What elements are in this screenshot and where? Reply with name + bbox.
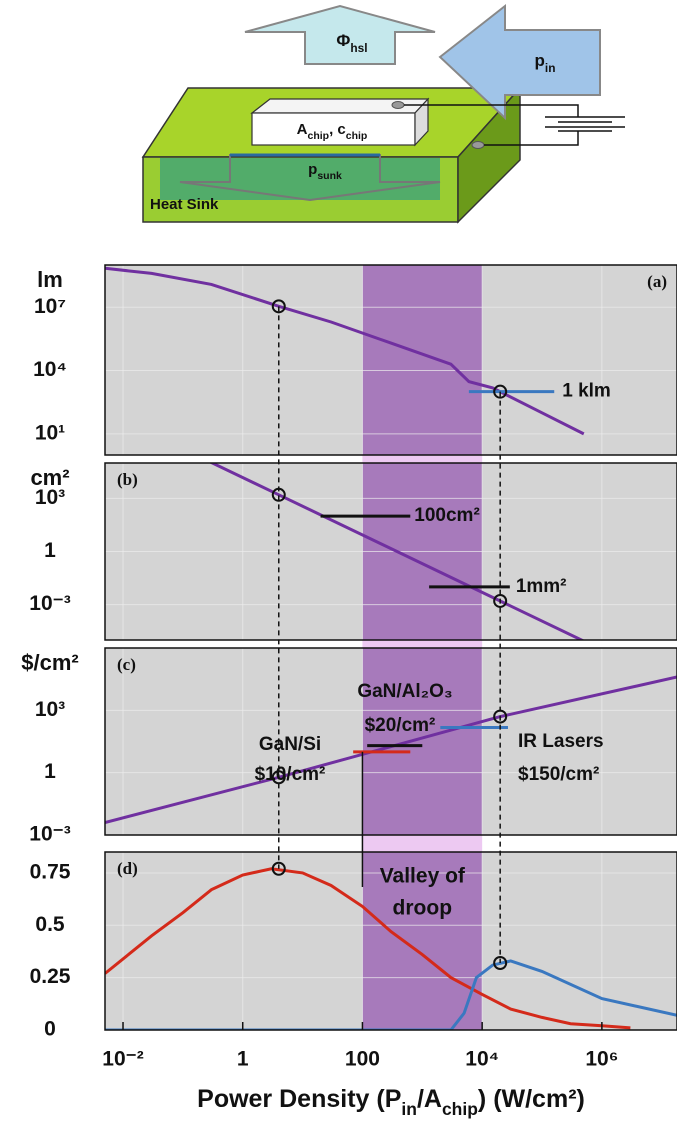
y-tick-label: 0.75 [30, 860, 71, 883]
sunk-region [160, 158, 440, 200]
y-tick-label: 10¹ [35, 421, 65, 444]
band-label: droop [393, 897, 452, 920]
annotation-value: $20/cm² [365, 715, 436, 736]
panel-label: (d) [117, 859, 138, 878]
annotation-name: IR Lasers [518, 731, 604, 752]
band-label: Valley of [380, 865, 466, 888]
y-tick-label: 0.5 [35, 913, 65, 936]
y-axis-unit: $/cm² [21, 650, 78, 675]
x-axis-label-part: Power Density (P [197, 1085, 401, 1113]
valley-band [362, 648, 482, 835]
valley-band [362, 265, 482, 455]
y-axis-unit: cm² [30, 465, 69, 490]
y-tick-label: 10³ [35, 698, 65, 721]
x-axis-label-part: chip [442, 1099, 478, 1119]
x-tick-label: 1 [237, 1048, 249, 1071]
y-tick-label: 1 [44, 760, 56, 783]
annotation-value: $10/cm² [255, 764, 326, 785]
contact [472, 142, 484, 149]
x-tick-label: 10⁶ [585, 1048, 618, 1071]
y-tick-label: 0 [44, 1018, 56, 1041]
y-tick-label: 10⁻³ [29, 823, 70, 846]
annotation-name: GaN/Al₂O₃ [357, 681, 452, 702]
annotation-value: $150/cm² [518, 764, 599, 785]
panel-label: (c) [117, 655, 136, 674]
y-tick-label: 0.25 [30, 965, 71, 988]
contact [392, 102, 404, 109]
y-axis-unit: lm [37, 267, 63, 292]
panel-label: (b) [117, 470, 138, 489]
annotation-value: 1mm² [516, 576, 567, 597]
y-tick-label: 10⁻³ [29, 592, 70, 615]
diagram: Φhsl psunk pin Achip, cchip Heat Sink [143, 6, 625, 222]
figure: Φhsl psunk pin Achip, cchip Heat Sink 10… [0, 0, 677, 1131]
annotation-value: 100cm² [414, 505, 480, 526]
y-tick-label: 10⁷ [34, 295, 66, 318]
panel-label: (a) [647, 272, 667, 291]
x-tick-label: 10⁻² [102, 1048, 143, 1071]
x-tick-label: 100 [345, 1048, 380, 1071]
annotation-name: GaN/Si [259, 734, 321, 755]
x-axis-label-part: /A [417, 1085, 442, 1113]
page: { "diagram": { "heat_flow": ["Φ", "hsl"]… [0, 0, 677, 1131]
y-tick-label: 1 [44, 539, 56, 562]
annotation-value: 1 klm [562, 381, 611, 402]
x-axis-label-part: ) (W/cm²) [478, 1085, 585, 1113]
heat-sink-label: Heat Sink [150, 196, 219, 213]
y-tick-label: 10⁴ [33, 358, 67, 381]
x-axis-label-part: in [401, 1099, 417, 1119]
x-tick-label: 10⁴ [465, 1048, 499, 1071]
x-axis-label: Power Density (Pin/Achip) (W/cm²) [197, 1085, 585, 1119]
